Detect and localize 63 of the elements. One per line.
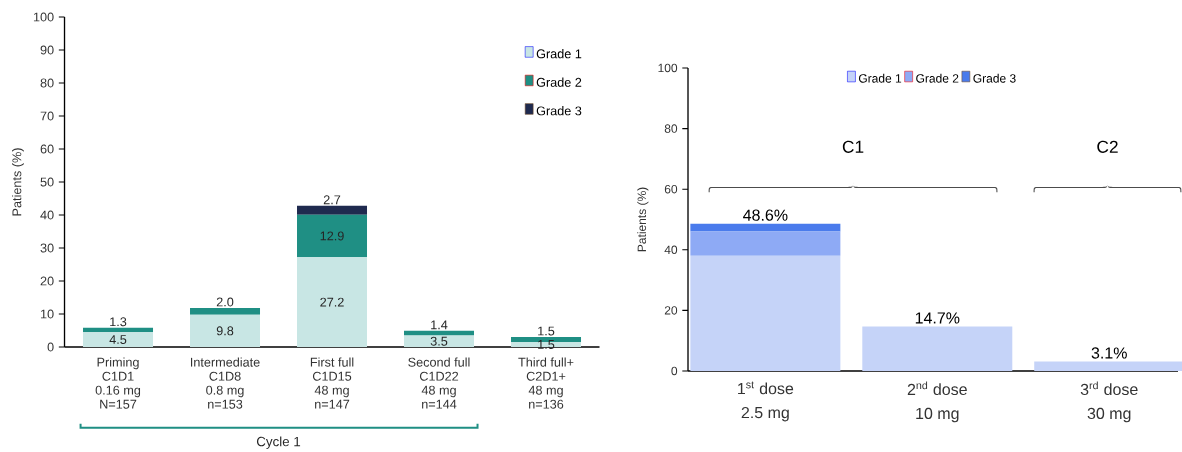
y-tick-label: 20 — [40, 276, 54, 286]
data-label: 1.4 — [431, 320, 448, 330]
total-label: 48.6% — [743, 209, 788, 221]
data-label: 2.7 — [323, 195, 341, 205]
data-label: 1.3 — [110, 317, 127, 327]
x-tick-label: First full C1D15 48 mg n=147 — [310, 357, 354, 409]
legend-label: Grade 1 — [536, 49, 582, 59]
legend-label: Grade 3 — [536, 106, 582, 116]
data-label: 27.2 — [320, 297, 344, 307]
x-tick-label: Third full+ C2D1+ 48 mg n=136 — [518, 357, 574, 409]
text: Cycle 1 — [256, 436, 301, 449]
y-tick-label: 90 — [40, 45, 54, 55]
total-label: 3.1% — [1091, 347, 1127, 359]
bar — [297, 214, 368, 258]
legend-label: Grade 2 — [916, 73, 959, 83]
total-label: 14.7% — [915, 312, 960, 324]
x-tick-label: Intermediate C1D8 0.8 mg n=153 — [190, 357, 260, 409]
y-tick-label: 100 — [658, 63, 678, 73]
bar — [690, 255, 841, 371]
y-tick-label: 40 — [40, 210, 54, 220]
legend-label: Grade 1 — [858, 73, 902, 83]
bar — [190, 308, 261, 315]
y-tick-label: 100 — [33, 12, 54, 22]
data-label: 1.5 — [538, 326, 555, 336]
bar — [297, 205, 368, 215]
bar — [190, 314, 261, 347]
bar — [862, 326, 1013, 371]
y-tick-label: 0 — [47, 342, 54, 352]
y-tick-label: 20 — [664, 306, 678, 315]
annotation: C2 — [1097, 140, 1118, 153]
x-tick-label: Priming C1D1 0.16 mg N=157 — [95, 357, 141, 409]
x-tick-label: 2$^{nd}$ dose 10 mg — [907, 381, 967, 423]
data-label: 4.5 — [109, 335, 127, 344]
bar — [297, 257, 368, 347]
bar — [404, 335, 475, 347]
y-tick-label: 80 — [664, 124, 678, 133]
data-label: 3.5 — [430, 336, 448, 346]
bar — [83, 332, 154, 347]
x-tick-label: 1$^{st}$ dose 2.5 mg — [738, 381, 794, 422]
y-tick-label: 60 — [40, 144, 54, 154]
bar — [690, 231, 841, 256]
y-axis-title: Patients (%) — [637, 187, 649, 252]
data-label: 9.8 — [216, 326, 234, 336]
x-tick-label: 3$^{rd}$ dose 30 mg — [1080, 381, 1138, 423]
data-label: 2.0 — [216, 297, 234, 307]
bar — [83, 327, 154, 333]
legend-label: Grade 3 — [973, 73, 1016, 83]
annotation: C1 — [842, 140, 864, 153]
y-tick-label: 60 — [664, 184, 678, 194]
legend-label: Grade 2 — [536, 77, 582, 87]
y-tick-label: 30 — [40, 243, 54, 253]
bar — [690, 223, 841, 232]
y-axis-title: Patients (%) — [12, 148, 24, 216]
y-tick-label: 10 — [40, 309, 54, 319]
data-label: 1.5 — [538, 340, 555, 349]
y-tick-label: 40 — [664, 245, 678, 255]
data-label: 12.9 — [320, 231, 344, 241]
y-tick-label: 70 — [40, 111, 54, 121]
y-tick-label: 50 — [40, 177, 54, 187]
y-tick-label: 80 — [40, 78, 54, 88]
y-tick-label: 0 — [671, 366, 678, 376]
bar — [511, 342, 582, 347]
x-tick-label: Second full C1D22 48 mg n=144 — [408, 357, 470, 409]
